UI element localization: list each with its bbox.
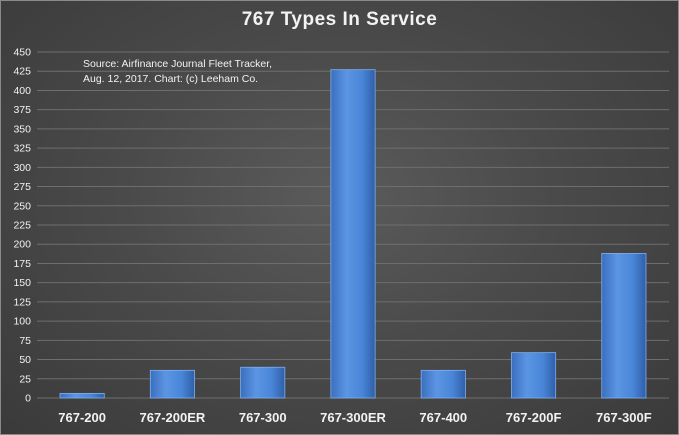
y-tick-label: 300 xyxy=(13,162,31,174)
y-tick-label: 450 xyxy=(13,47,31,59)
chart-title: 767 Types In Service xyxy=(241,9,438,30)
y-tick-label: 0 xyxy=(25,393,31,405)
y-tick-label: 275 xyxy=(13,181,31,193)
x-category-label: 767-200ER xyxy=(140,410,206,425)
y-tick-label: 425 xyxy=(13,66,31,78)
y-tick-label: 75 xyxy=(19,335,31,347)
bar-767-300F xyxy=(601,253,647,399)
y-tick-label: 150 xyxy=(13,277,31,289)
x-category-label: 767-400 xyxy=(419,410,467,425)
y-tick-label: 25 xyxy=(19,373,31,385)
y-tick-label: 225 xyxy=(13,220,31,232)
x-category-label: 767-300F xyxy=(596,410,652,425)
y-tick-label: 350 xyxy=(13,123,31,135)
y-tick-label: 200 xyxy=(13,239,31,251)
bar-767-300 xyxy=(240,366,286,399)
annotation-line-2: Aug. 12, 2017. Chart: (c) Leeham Co. xyxy=(83,73,259,85)
y-tick-label: 250 xyxy=(13,200,31,212)
y-tick-label: 375 xyxy=(13,104,31,116)
y-tick-label: 400 xyxy=(13,85,31,97)
x-category-label: 767-200F xyxy=(506,410,562,425)
y-tick-label: 125 xyxy=(13,296,31,308)
x-category-label: 767-300 xyxy=(239,410,287,425)
bar-767-400 xyxy=(420,369,466,399)
y-axis-ticks: 0 25 50 75 100 125 150 175 200 225 250 275 300 325 350… xyxy=(13,47,31,405)
y-tick-label: 50 xyxy=(19,354,31,366)
bar-767-300ER xyxy=(330,69,376,399)
bar-767-200 xyxy=(59,392,105,399)
y-tick-label: 100 xyxy=(13,316,31,328)
bars xyxy=(59,69,647,399)
y-tick-label: 325 xyxy=(13,143,31,155)
x-category-label: 767-300ER xyxy=(320,410,386,425)
x-axis-labels: 767-200 767-200ER 767-300 767-300ER 767-400 7… xyxy=(58,410,651,425)
bar-767-200F xyxy=(511,352,557,399)
chart-annotation: Source: Airfinance Journal Fleet Tracker… xyxy=(83,57,343,87)
bar-767-200ER xyxy=(149,369,195,399)
x-category-label: 767-200 xyxy=(58,410,106,425)
annotation-line-1: Source: Airfinance Journal Fleet Tracker… xyxy=(83,58,273,70)
y-tick-label: 175 xyxy=(13,258,31,270)
